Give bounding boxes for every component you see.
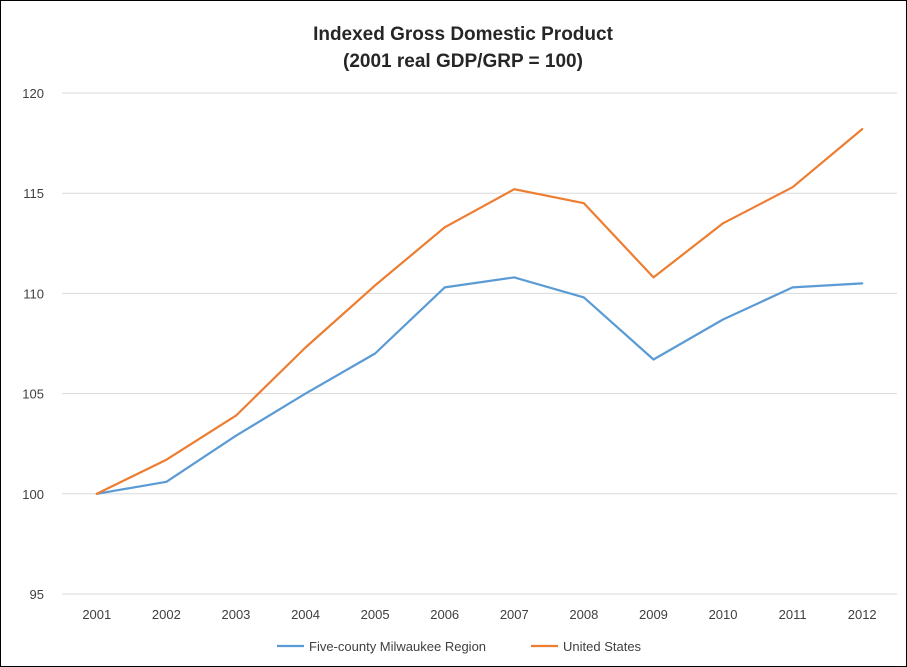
x-tick-label: 2001 [82,607,111,622]
x-tick-label: 2012 [848,607,877,622]
y-axis-tick-labels: 95 100 105 110 115 120 [22,86,44,602]
x-tick-label: 2006 [430,607,459,622]
y-tick-label: 115 [23,186,44,201]
series-lines [95,128,864,495]
gridlines [62,92,897,495]
x-tick-label: 2008 [569,607,598,622]
x-tick-label: 2010 [709,607,738,622]
legend-label-milwaukee: Five-county Milwaukee Region [309,639,486,654]
x-tick-label: 2007 [500,607,529,622]
y-tick-label: 95 [30,587,44,602]
x-tick-label: 2011 [779,607,807,622]
x-tick-label: 2002 [152,607,181,622]
x-axis-tick-labels: 2001 2002 2003 2004 2005 2006 2007 2008 2009 2010… [82,607,876,622]
x-tick-label: 2004 [291,607,320,622]
legend-label-united-states: United States [563,639,642,654]
y-tick-label: 110 [23,286,44,301]
series-line-1 [95,128,864,495]
y-tick-label: 120 [22,86,44,101]
chart-title: Indexed Gross Domestic Product [313,24,614,45]
y-tick-label: 105 [22,387,44,402]
legend: Five-county Milwaukee Region United Stat… [277,639,642,654]
chart-subtitle: (2001 real GDP/GRP = 100) [343,51,583,72]
x-tick-label: 2005 [361,607,390,622]
x-tick-label: 2009 [639,607,668,622]
series-line-0 [95,276,864,495]
x-tick-label: 2003 [221,607,250,622]
y-tick-label: 100 [22,487,44,502]
